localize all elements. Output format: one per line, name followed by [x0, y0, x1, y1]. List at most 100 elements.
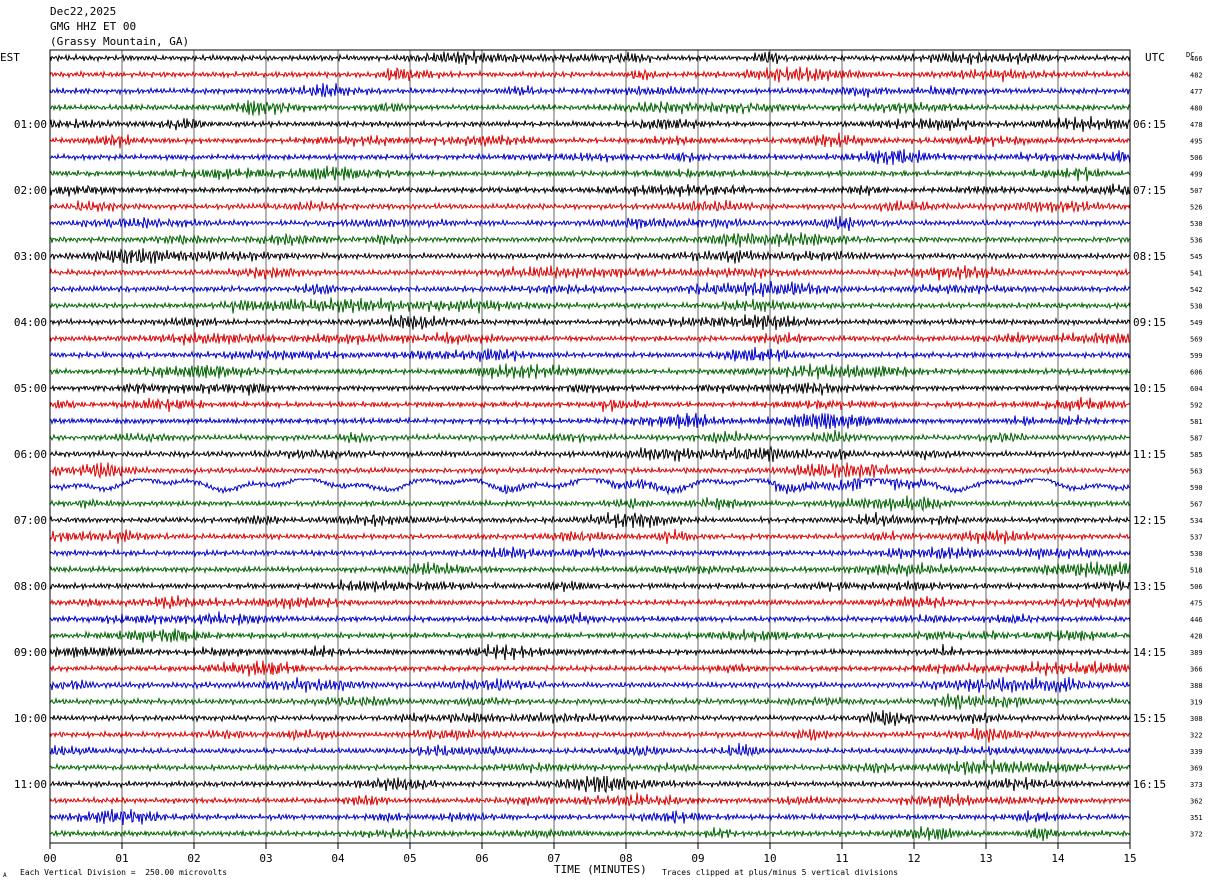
trace-row	[49, 265, 1131, 281]
x-tick-label: 10	[763, 852, 776, 865]
trace-row	[49, 759, 1131, 776]
trace-row	[49, 82, 1131, 98]
dc-offset-value: 506	[1190, 583, 1203, 591]
dc-offset-value: 362	[1190, 798, 1203, 806]
dc-offset-value: 538	[1190, 303, 1203, 311]
plot-frame	[49, 49, 1131, 844]
dc-offset-value: 366	[1190, 666, 1203, 674]
dc-offset-value: 545	[1190, 253, 1203, 261]
trace-row	[49, 826, 1131, 842]
dc-offset-value: 322	[1190, 732, 1203, 740]
est-hour-label: 05:00	[14, 382, 47, 395]
x-tick-label: 09	[691, 852, 704, 865]
utc-hour-label: 11:15	[1133, 448, 1166, 461]
dc-offset-value: 495	[1190, 138, 1203, 146]
chart-header: Dec22,2025 GMG HHZ ET 00 (Grassy Mountai…	[50, 5, 189, 48]
x-tick-label: 05	[403, 852, 416, 865]
trace-row	[49, 248, 1131, 265]
trace-row	[49, 628, 1131, 643]
trace-row	[49, 693, 1131, 710]
utc-hour-label: 10:15	[1133, 382, 1166, 395]
trace-row	[49, 462, 1131, 480]
dc-offset-value: 581	[1190, 418, 1203, 426]
trace-row	[49, 792, 1131, 809]
trace-row	[49, 199, 1131, 214]
utc-hour-label: 14:15	[1133, 646, 1166, 659]
dc-offset-value: 606	[1190, 369, 1203, 377]
dc-offset-value: 549	[1190, 319, 1203, 327]
record-date: Dec22,2025	[50, 5, 116, 18]
x-axis-title: TIME (MINUTES)	[554, 863, 647, 876]
x-tick-label: 00	[43, 852, 56, 865]
trace-row	[49, 232, 1131, 248]
dc-offset-value: 534	[1190, 517, 1203, 525]
x-axis-ticks: 00 01 02 03 04 05 06 07 08 09 10 11 12 13 14 15	[43, 843, 1137, 865]
dc-offset-value: 369	[1190, 765, 1203, 773]
utc-hour-label: 13:15	[1133, 580, 1166, 593]
x-tick-label: 11	[835, 852, 848, 865]
trace-row	[49, 528, 1131, 545]
dc-offset-value: 563	[1190, 468, 1203, 476]
trace-row	[49, 314, 1131, 331]
trace-row	[49, 429, 1131, 444]
utc-hour-label: 08:15	[1133, 250, 1166, 263]
dc-offset-value: 475	[1190, 600, 1203, 608]
est-hour-label: 03:00	[14, 250, 47, 263]
x-tick-label: 12	[907, 852, 920, 865]
trace-row	[49, 50, 1131, 65]
scale-note: Each Vertical Division = 250.00 microvol…	[20, 868, 227, 877]
trace-row	[49, 115, 1131, 132]
utc-hour-label: 07:15	[1133, 184, 1166, 197]
x-tick-label: 13	[979, 852, 992, 865]
trace-row	[49, 742, 1131, 758]
dc-offset-value: 587	[1190, 435, 1203, 443]
utc-hour-label: 16:15	[1133, 778, 1166, 791]
dc-offset-value: 542	[1190, 286, 1203, 294]
trace-row	[49, 561, 1131, 578]
x-tick-label: 01	[115, 852, 128, 865]
trace-row	[49, 660, 1131, 677]
dc-offset-value: 569	[1190, 336, 1203, 344]
dc-offset-value: 478	[1190, 121, 1203, 129]
x-tick-label: 08	[619, 852, 632, 865]
dc-offset-value: 389	[1190, 649, 1203, 657]
dc-offset-value: 541	[1190, 270, 1203, 278]
dc-offset-value: 530	[1190, 220, 1203, 228]
est-hour-label: 02:00	[14, 184, 47, 197]
dc-offset-value: 466	[1190, 55, 1203, 63]
dc-offset-value: 518	[1190, 567, 1203, 575]
est-hour-label: 04:00	[14, 316, 47, 329]
dc-offset-value: 537	[1190, 534, 1203, 542]
x-tick-label: 06	[475, 852, 488, 865]
dc-offset-value: 388	[1190, 682, 1203, 690]
trace-row	[49, 215, 1131, 232]
trace-row	[49, 709, 1131, 727]
trace-row	[49, 66, 1131, 83]
trace-row	[49, 477, 1131, 496]
trace-row	[49, 579, 1131, 593]
dc-offset-value: 428	[1190, 633, 1203, 641]
dc-offset-value: 499	[1190, 171, 1203, 179]
trace-row	[49, 644, 1131, 661]
x-tick-label: 02	[187, 852, 200, 865]
scale-mark: A	[3, 872, 7, 879]
trace-row	[49, 495, 1131, 513]
dc-offset-value: 372	[1190, 831, 1203, 839]
est-hour-labels: 01:00 02:00 03:00 04:00 05:00 06:00 07:00 08:00…	[14, 118, 47, 791]
dc-offset-value: 373	[1190, 781, 1203, 789]
right-timezone-label: UTC	[1145, 51, 1165, 64]
utc-hour-label: 15:15	[1133, 712, 1166, 725]
dc-offset-value: 585	[1190, 451, 1203, 459]
trace-row	[49, 775, 1131, 794]
utc-hour-label: 06:15	[1133, 118, 1166, 131]
trace-row	[49, 280, 1131, 298]
x-tick-label: 03	[259, 852, 272, 865]
x-tick-label: 14	[1051, 852, 1065, 865]
trace-row	[49, 727, 1131, 743]
est-hour-label: 08:00	[14, 580, 47, 593]
dc-offset-value: 351	[1190, 814, 1203, 822]
est-hour-label: 07:00	[14, 514, 47, 527]
trace-row	[49, 100, 1131, 116]
trace-row	[49, 331, 1131, 346]
utc-hour-labels: 06:15 07:15 08:15 09:15 10:15 11:15 12:15 13:15…	[1133, 118, 1166, 791]
